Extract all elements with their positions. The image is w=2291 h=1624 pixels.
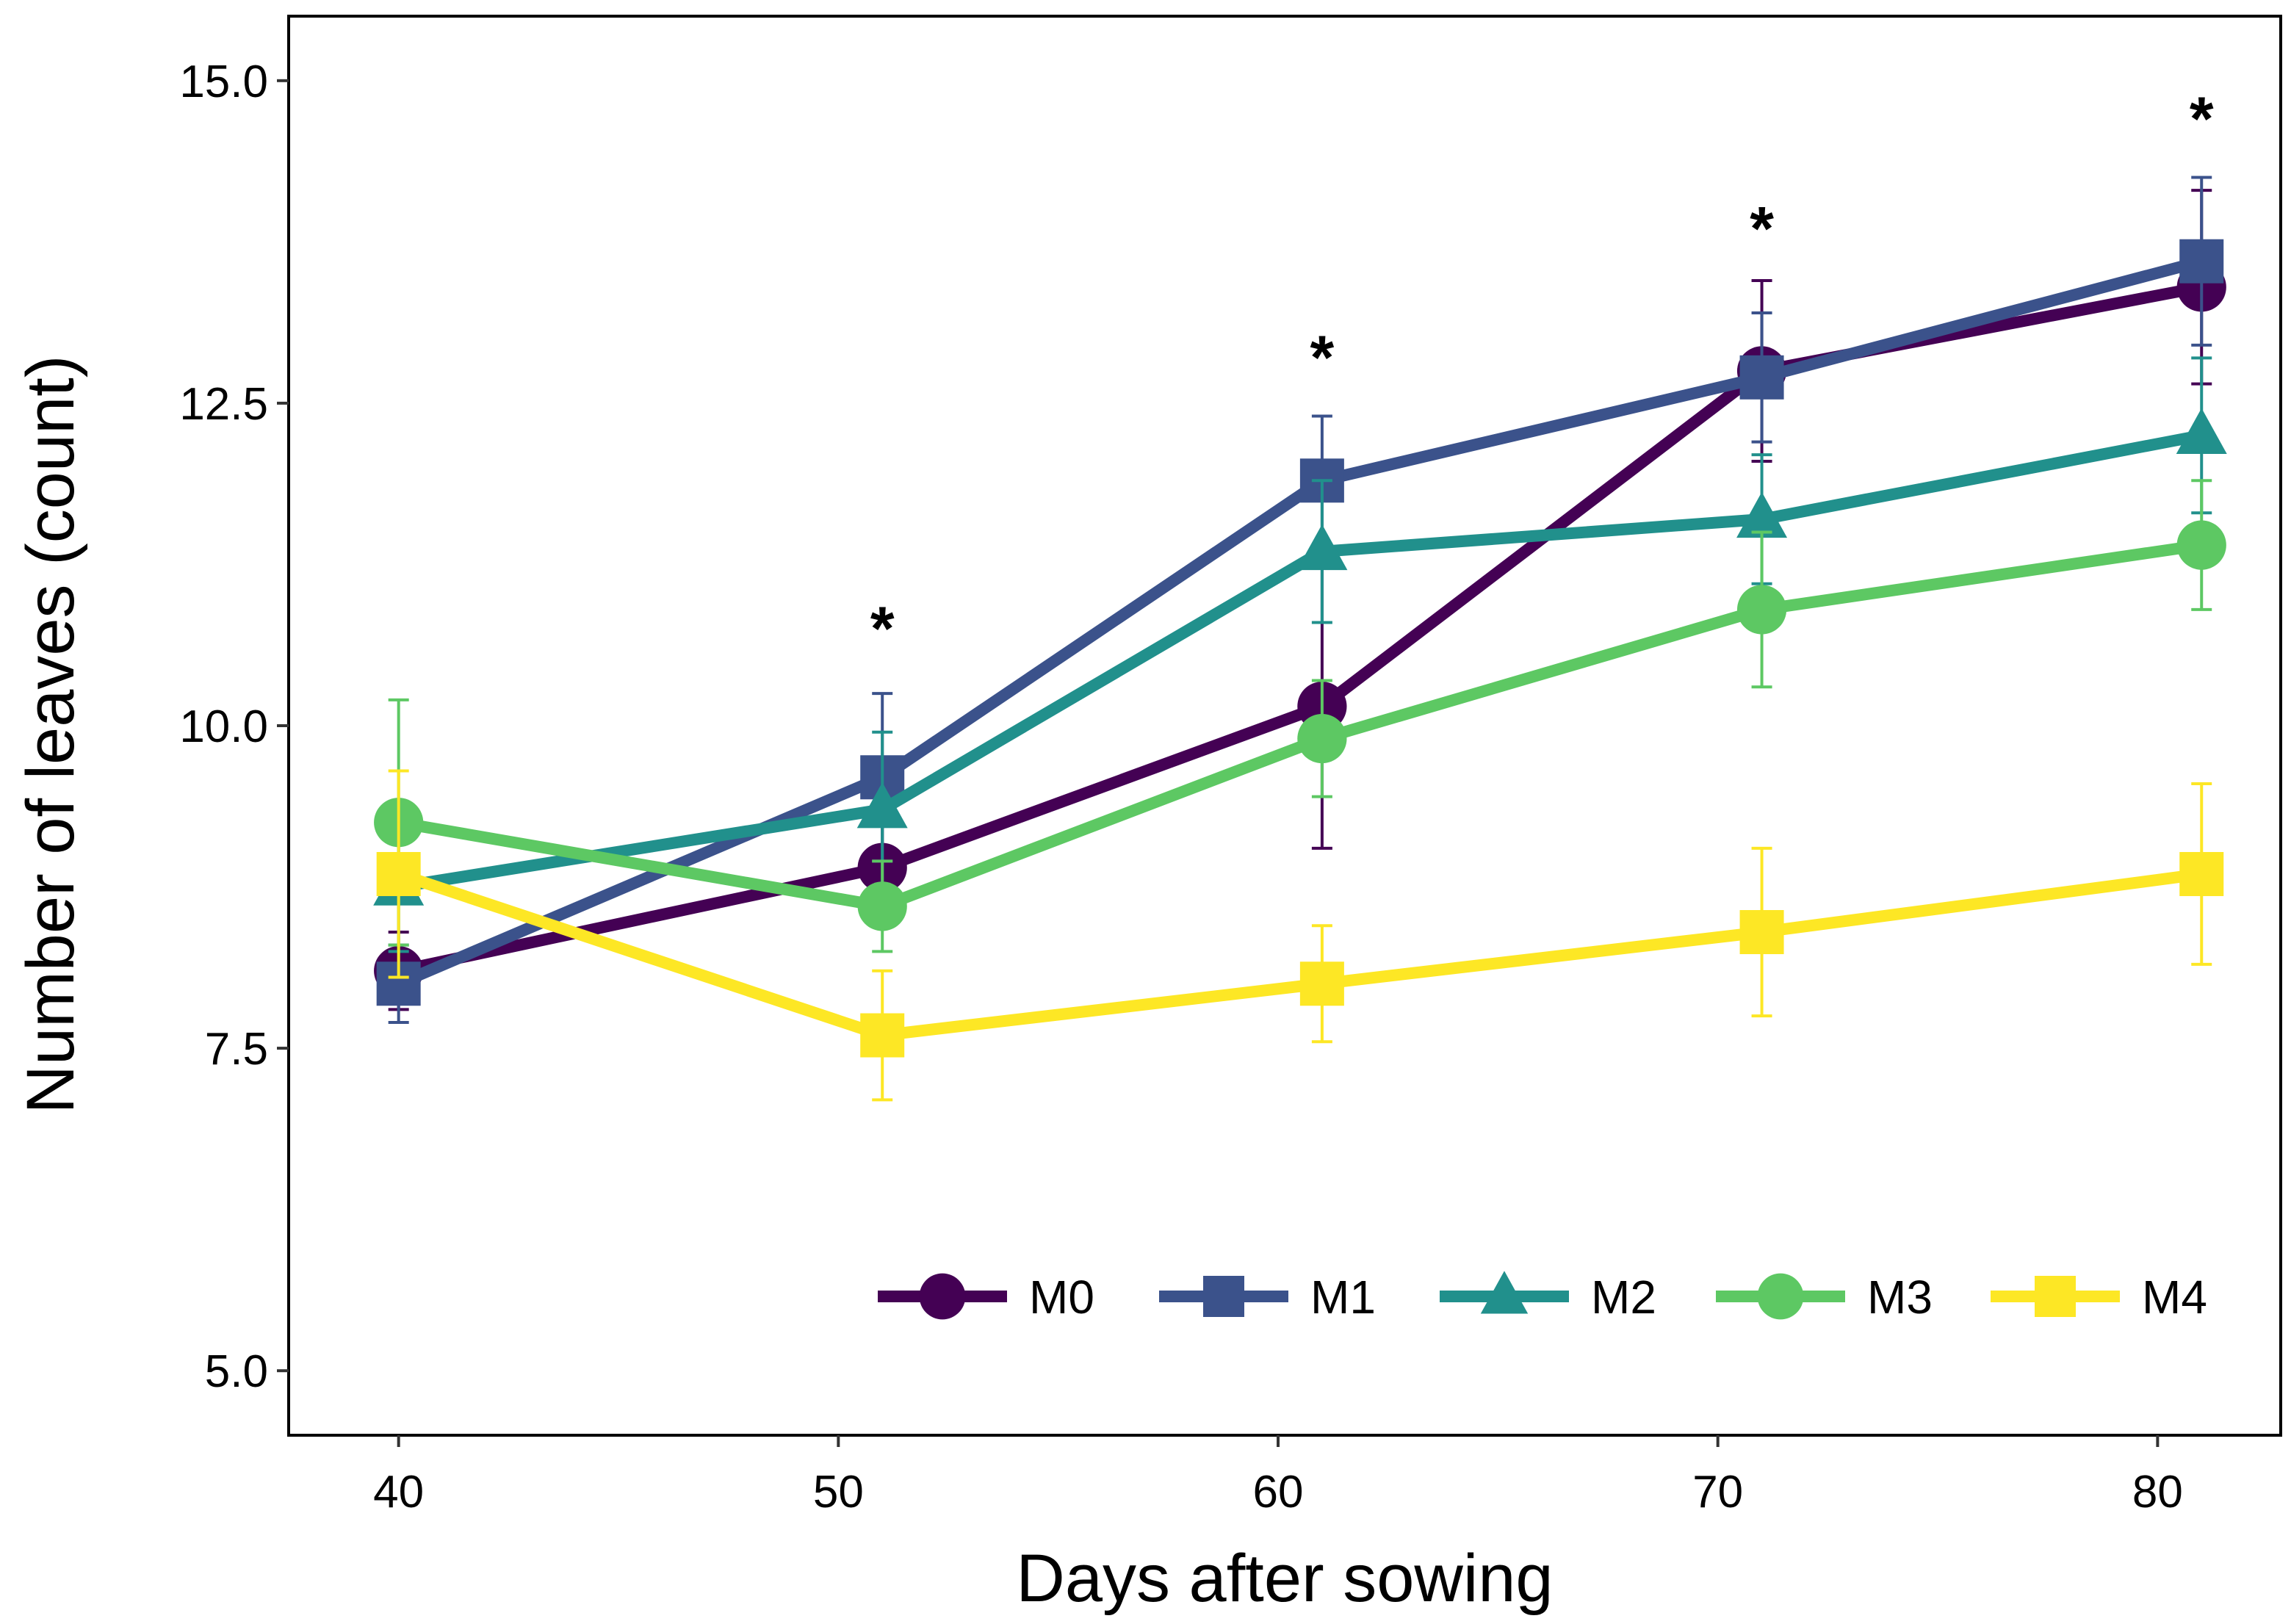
significance-marker: * <box>2190 84 2214 154</box>
legend: M0 M1 M2 M3 M4 <box>878 1271 2207 1324</box>
significance-marker: * <box>1750 194 1774 263</box>
x-tick-label: 80 <box>2132 1467 2183 1517</box>
point-m4-51 <box>860 1013 905 1058</box>
y-tick-label: 12.5 <box>179 379 268 430</box>
legend-item-m1: M1 <box>1159 1271 1376 1324</box>
point-m3-71 <box>1736 585 1787 635</box>
marks-layer: * * * * <box>373 84 2227 1102</box>
point-m4-61 <box>1299 961 1344 1006</box>
point-m4-40 <box>376 851 421 896</box>
point-m4-81 <box>2179 851 2224 896</box>
x-tick-label: 40 <box>373 1467 424 1517</box>
point-m2-51 <box>856 782 908 829</box>
y-tick-label: 5.0 <box>205 1346 268 1397</box>
x-axis-title: Days after sowing <box>1016 1541 1553 1616</box>
point-m3-51 <box>857 881 907 931</box>
legend-label: M1 <box>1310 1271 1376 1324</box>
legend-label: M4 <box>2142 1271 2207 1324</box>
point-m4-71 <box>1739 910 1784 955</box>
legend-marker-m1 <box>1203 1276 1244 1317</box>
legend-item-m2: M2 <box>1440 1271 1656 1324</box>
legend-item-m4: M4 <box>1991 1271 2207 1324</box>
y-axis-title: Number of leaves (count) <box>13 356 88 1114</box>
legend-label: M3 <box>1867 1271 1933 1324</box>
axes-layer: 40 50 60 70 80 5.0 7.5 10.0 12.5 15.0 <box>179 57 2183 1517</box>
point-m2-81 <box>2176 408 2227 455</box>
point-m1-71 <box>1739 355 1784 400</box>
legend-marker-m4 <box>2035 1276 2076 1317</box>
point-m3-81 <box>2176 520 2226 570</box>
y-tick-label: 7.5 <box>205 1024 268 1075</box>
legend-label: M2 <box>1591 1271 1656 1324</box>
x-tick-label: 70 <box>1692 1467 1743 1517</box>
x-tick-label: 60 <box>1253 1467 1304 1517</box>
y-tick-label: 15.0 <box>179 57 268 107</box>
point-m1-81 <box>2179 239 2224 284</box>
legend-marker-m3 <box>1757 1273 1804 1320</box>
legend-item-m0: M0 <box>878 1271 1094 1324</box>
point-m2-61 <box>1296 524 1348 571</box>
significance-marker: * <box>1310 322 1335 391</box>
point-m3-61 <box>1297 713 1347 764</box>
legend-marker-m0 <box>919 1273 966 1320</box>
y-tick-label: 10.0 <box>179 701 268 752</box>
legend-marker-m2 <box>1480 1271 1529 1314</box>
series-m4 <box>376 769 2224 1102</box>
legend-item-m3: M3 <box>1716 1271 1933 1324</box>
significance-marker: * <box>870 593 895 663</box>
x-tick-label: 50 <box>813 1467 864 1517</box>
legend-label: M0 <box>1029 1271 1094 1324</box>
point-m2-71 <box>1736 491 1788 538</box>
